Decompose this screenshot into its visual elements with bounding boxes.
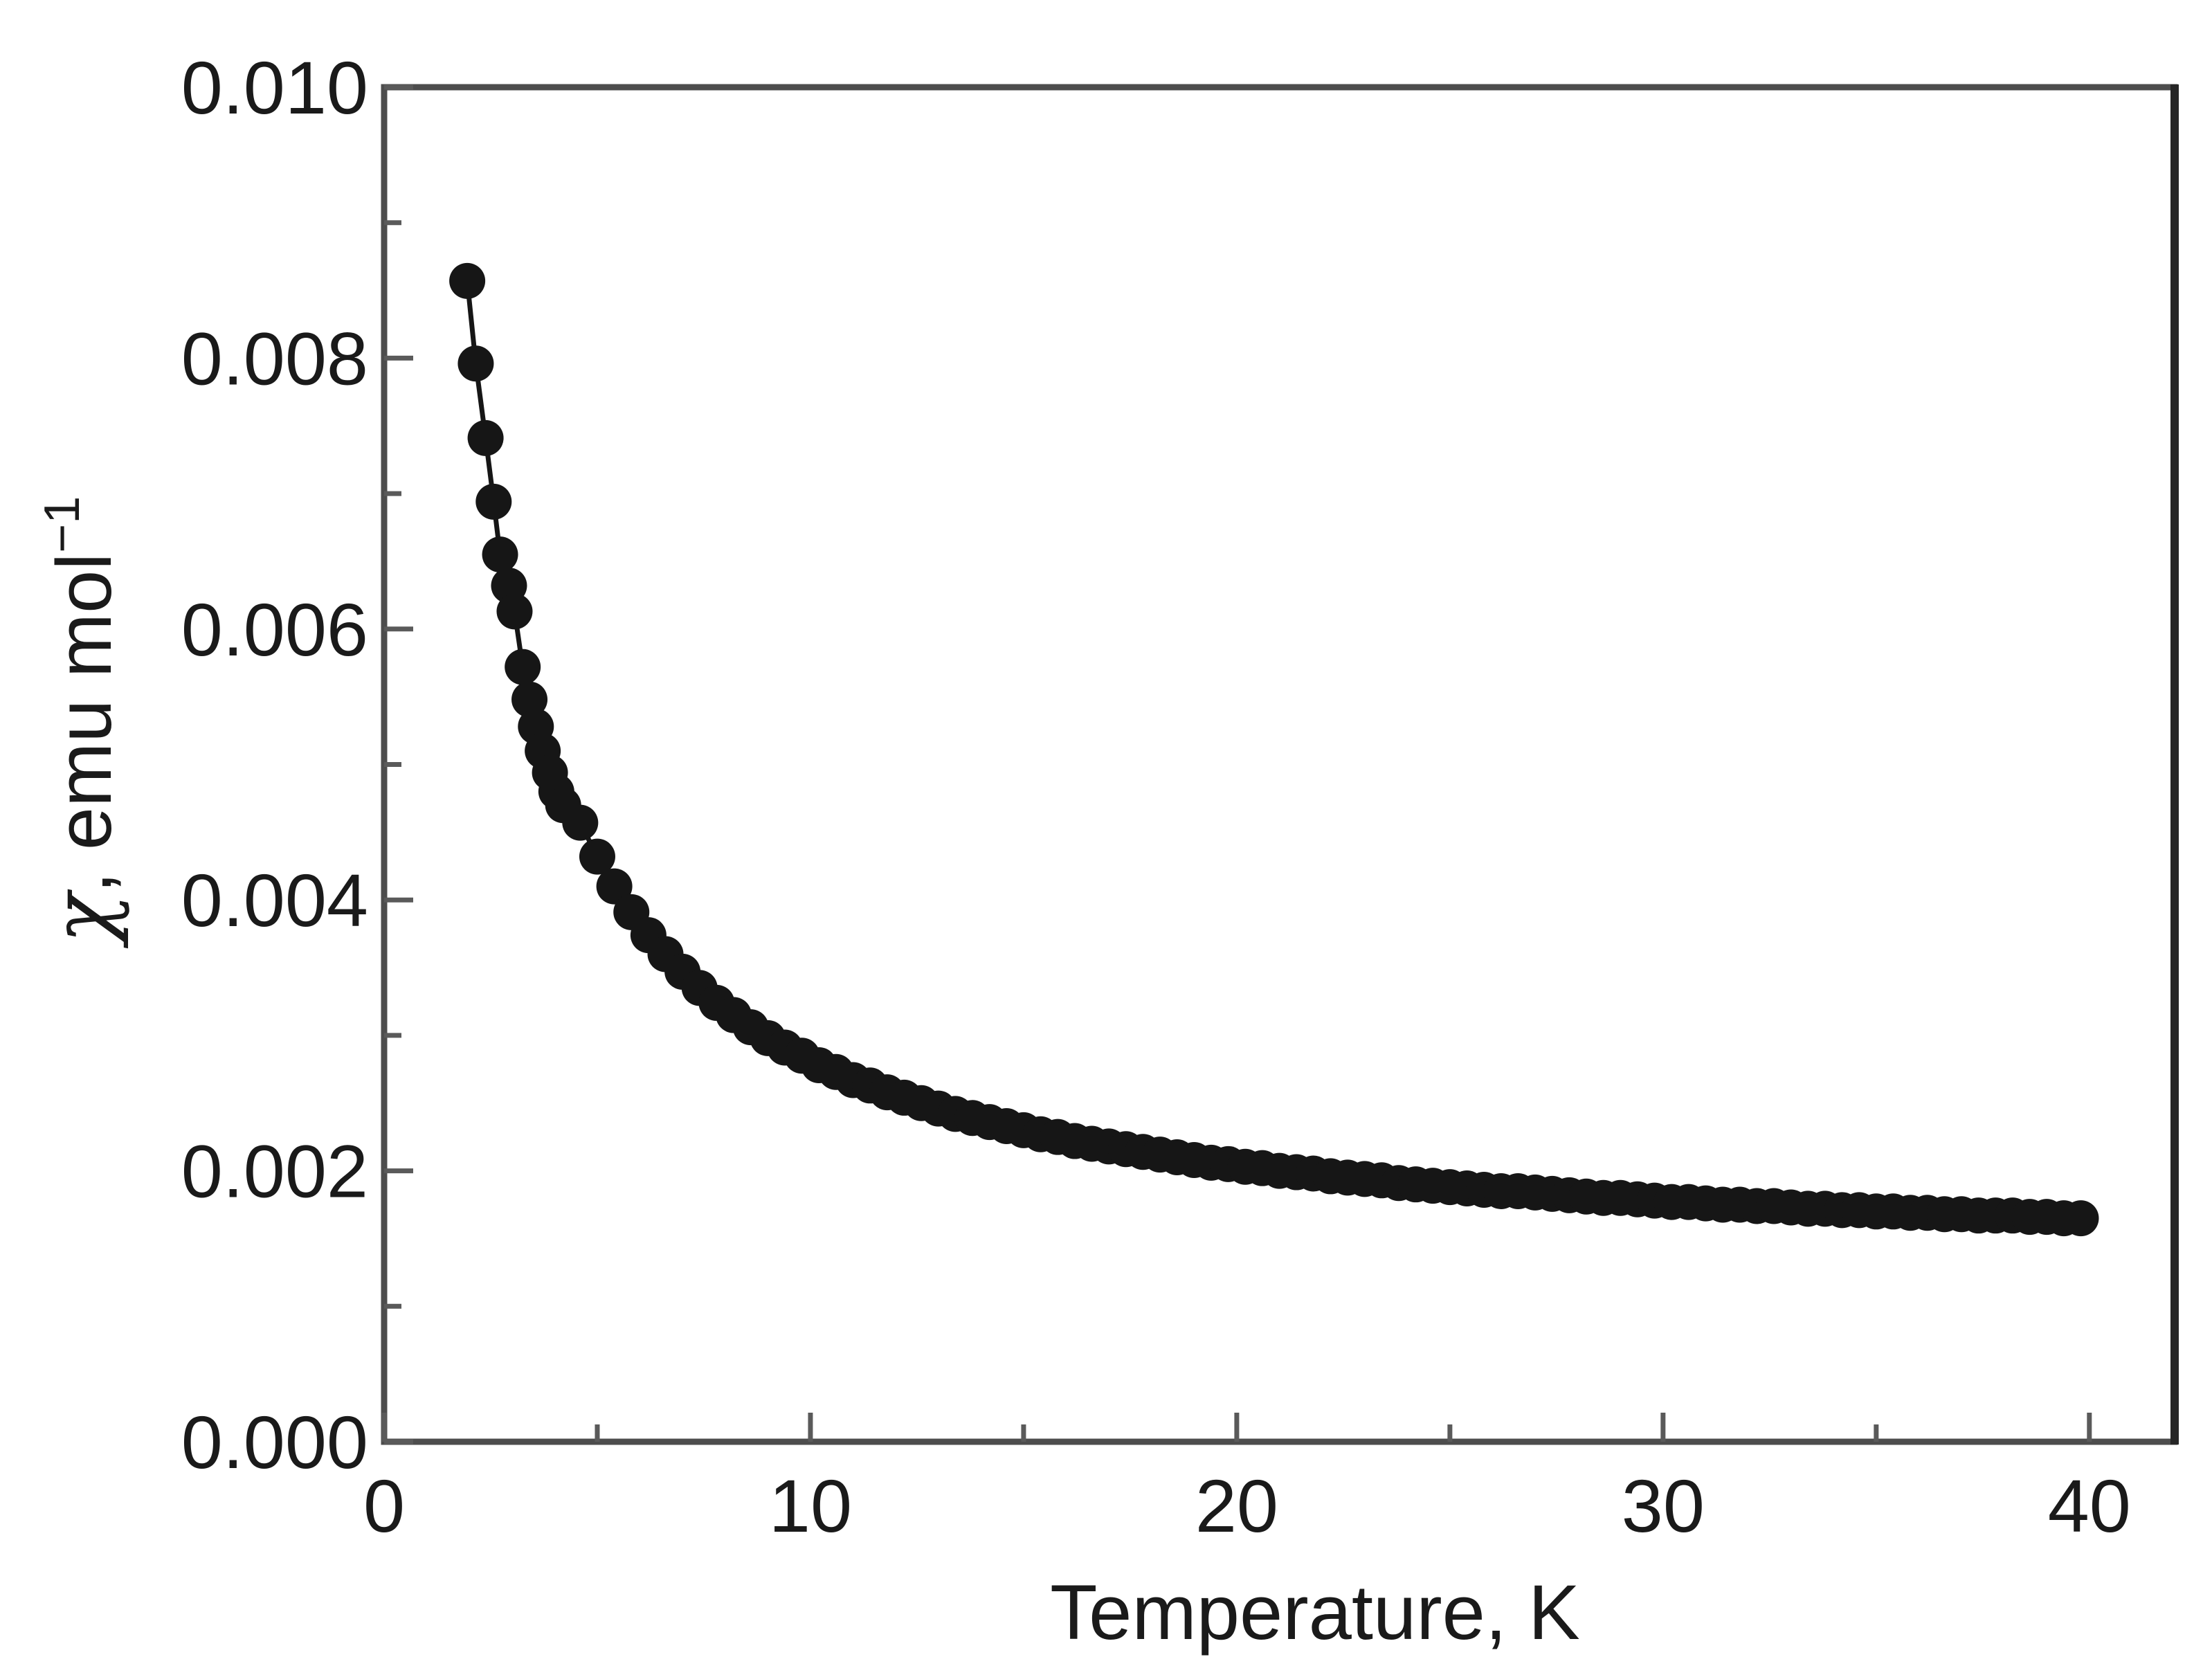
data-point bbox=[475, 483, 512, 520]
data-point bbox=[596, 868, 633, 905]
data-point bbox=[467, 419, 504, 456]
chi-symbol: χ bbox=[35, 889, 131, 948]
data-series bbox=[449, 262, 2099, 1237]
data-point bbox=[482, 536, 518, 573]
x-tick-label: 40 bbox=[2048, 1464, 2131, 1548]
data-point bbox=[457, 345, 494, 382]
y-tick-label: 0.002 bbox=[181, 1130, 368, 1213]
x-tick-label: 20 bbox=[1195, 1464, 1278, 1548]
data-point bbox=[511, 681, 548, 718]
x-tick-label: 30 bbox=[1622, 1464, 1705, 1548]
y-axis-title: χ, emu mol−1 bbox=[35, 496, 131, 949]
y-axis-title-superscript: −1 bbox=[35, 496, 90, 553]
data-point bbox=[579, 838, 615, 875]
series-line bbox=[464, 280, 2081, 1221]
y-tick-label: 0.008 bbox=[181, 316, 368, 400]
axis-ticks bbox=[381, 84, 2092, 1445]
x-tick-label: 0 bbox=[363, 1464, 405, 1548]
x-tick-label: 10 bbox=[769, 1464, 852, 1548]
data-point bbox=[2063, 1200, 2099, 1237]
data-point bbox=[505, 649, 541, 685]
y-tick-label: 0.006 bbox=[181, 588, 368, 671]
y-tick-label: 0.000 bbox=[181, 1400, 368, 1484]
x-axis-title: Temperature, K bbox=[1050, 1569, 1580, 1656]
plot-border bbox=[381, 84, 2178, 1445]
data-point bbox=[562, 804, 599, 841]
data-point bbox=[496, 593, 533, 630]
y-tick-label: 0.010 bbox=[181, 46, 368, 129]
plot-frame bbox=[381, 84, 2179, 1445]
data-point bbox=[449, 262, 486, 299]
y-axis-title-units: , emu mol bbox=[41, 553, 127, 894]
y-tick-label: 0.004 bbox=[181, 858, 368, 942]
axis-tick-labels: 0.000 0.002 0.004 0.006 0.008 0.010 0 10 20 30 40 bbox=[181, 46, 2131, 1548]
